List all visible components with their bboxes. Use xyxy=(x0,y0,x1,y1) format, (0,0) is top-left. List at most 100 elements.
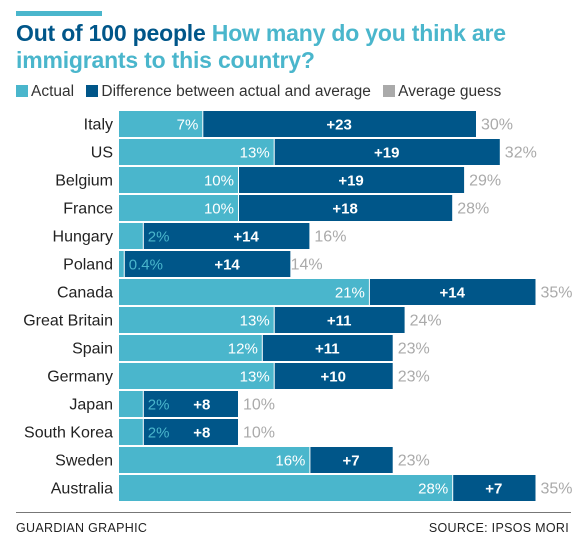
bar-difference-belgium xyxy=(239,167,465,193)
bar-difference-us xyxy=(274,139,500,165)
bar-actual-canada xyxy=(119,279,369,305)
label-difference-australia: +7 xyxy=(485,481,502,498)
bar-actual-great-britain xyxy=(119,307,274,333)
bar-difference-canada xyxy=(369,279,536,305)
label-difference-canada: +14 xyxy=(439,285,465,302)
label-actual-australia: 28% xyxy=(418,481,448,498)
bar-actual-japan xyxy=(119,391,143,417)
bar-actual-hungary xyxy=(119,223,143,249)
label-difference-sweden: +7 xyxy=(342,453,359,470)
label-difference-hungary: +14 xyxy=(233,229,259,246)
footer-credit: GUARDIAN GRAPHIC xyxy=(16,521,148,535)
label-difference-spain: +11 xyxy=(315,341,340,358)
category-label-italy: Italy xyxy=(84,117,113,134)
label-actual-italy: 7% xyxy=(177,117,199,134)
legend-item-difference: Difference between actual and average xyxy=(86,83,371,101)
category-label-france: France xyxy=(63,201,113,218)
bar-actual-us xyxy=(119,139,274,165)
label-actual-us: 13% xyxy=(240,145,270,162)
label-actual-sweden: 16% xyxy=(275,453,305,470)
label-actual-south-korea: 2% xyxy=(148,425,170,442)
legend-label-difference: Difference between actual and average xyxy=(101,83,371,100)
bar-difference-italy xyxy=(203,111,477,137)
label-guess-us: 32% xyxy=(505,145,537,162)
category-label-spain: Spain xyxy=(72,341,113,358)
label-guess-belgium: 29% xyxy=(469,173,501,190)
bar-actual-sweden xyxy=(119,447,310,473)
label-guess-poland: 14% xyxy=(291,257,323,274)
category-label-japan: Japan xyxy=(69,397,113,414)
legend-swatch-guess xyxy=(383,85,396,97)
label-actual-hungary: 2% xyxy=(148,229,170,246)
category-label-australia: Australia xyxy=(51,481,113,498)
chart-title: Out of 100 people How many do you think … xyxy=(16,20,571,74)
bar-difference-sweden xyxy=(310,447,393,473)
legend-label-guess: Average guess xyxy=(398,83,502,100)
bar-difference-japan xyxy=(143,391,238,417)
legend-swatch-difference xyxy=(86,85,99,97)
label-actual-japan: 2% xyxy=(148,397,170,414)
bar-actual-france xyxy=(119,195,238,221)
bar-difference-great-britain xyxy=(274,307,405,333)
label-guess-italy: 30% xyxy=(481,117,513,134)
bar-difference-france xyxy=(239,195,453,221)
bar-difference-spain xyxy=(262,335,393,361)
category-label-sweden: Sweden xyxy=(55,453,113,470)
label-difference-poland: +14 xyxy=(214,257,240,274)
label-actual-france: 10% xyxy=(204,201,234,218)
label-guess-germany: 23% xyxy=(398,369,430,386)
label-guess-france: 28% xyxy=(457,201,489,218)
category-label-great-britain: Great Britain xyxy=(23,313,113,330)
legend: Actual Difference between actual and ave… xyxy=(16,83,509,101)
legend-item-guess: Average guess xyxy=(383,83,501,101)
label-difference-south-korea: +8 xyxy=(193,425,210,442)
category-label-canada: Canada xyxy=(57,285,113,302)
bar-difference-hungary xyxy=(143,223,310,249)
label-difference-france: +18 xyxy=(332,201,357,218)
bar-actual-belgium xyxy=(119,167,238,193)
bar-actual-germany xyxy=(119,363,274,389)
label-actual-poland: 0.4% xyxy=(129,257,163,274)
category-label-hungary: Hungary xyxy=(53,229,113,246)
category-label-us: US xyxy=(91,145,113,162)
bar-actual-poland xyxy=(119,251,124,277)
label-guess-south-korea: 10% xyxy=(243,425,275,442)
legend-label-actual: Actual xyxy=(31,83,75,100)
label-guess-great-britain: 24% xyxy=(410,313,442,330)
category-label-belgium: Belgium xyxy=(55,173,113,190)
bar-actual-spain xyxy=(119,335,262,361)
label-guess-canada: 35% xyxy=(541,285,573,302)
label-guess-spain: 23% xyxy=(398,341,430,358)
category-label-south-korea: South Korea xyxy=(24,425,113,442)
label-actual-great-britain: 13% xyxy=(240,313,270,330)
chart-plot: Italy 7% +23 30% US 13% +19 32% Belgium 10% +19 29%… xyxy=(23,111,573,501)
label-actual-belgium: 10% xyxy=(204,173,234,190)
title-main: Out of 100 people xyxy=(16,20,206,46)
label-guess-sweden: 23% xyxy=(398,453,430,470)
label-difference-japan: +8 xyxy=(193,397,210,414)
bar-difference-poland xyxy=(124,251,291,277)
label-difference-us: +19 xyxy=(374,145,399,162)
label-difference-germany: +10 xyxy=(320,369,345,386)
bar-difference-australia xyxy=(453,475,536,501)
category-label-poland: Poland xyxy=(63,257,113,274)
footer-divider xyxy=(16,512,571,513)
legend-swatch-actual xyxy=(16,85,28,97)
label-guess-hungary: 16% xyxy=(314,229,346,246)
bar-actual-italy xyxy=(119,111,203,137)
label-difference-great-britain: +11 xyxy=(327,313,352,330)
bar-actual-australia xyxy=(119,475,453,501)
bar-actual-south-korea xyxy=(119,419,143,445)
label-actual-germany: 13% xyxy=(240,369,270,386)
title-accent-bar xyxy=(16,11,102,16)
label-actual-spain: 12% xyxy=(228,341,258,358)
label-guess-japan: 10% xyxy=(243,397,275,414)
label-guess-australia: 35% xyxy=(541,481,573,498)
category-label-germany: Germany xyxy=(47,369,113,386)
label-actual-canada: 21% xyxy=(335,285,365,302)
bar-difference-south-korea xyxy=(143,419,238,445)
label-difference-italy: +23 xyxy=(326,117,351,134)
bar-difference-germany xyxy=(274,363,393,389)
footer-source: SOURCE: IPSOS MORI xyxy=(428,521,569,535)
title-sub: How many do you think are immigrants to … xyxy=(16,20,506,73)
